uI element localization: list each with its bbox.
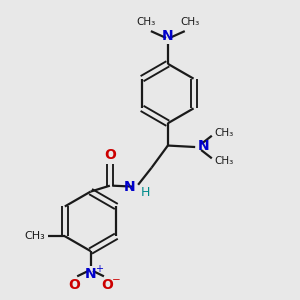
Text: O: O bbox=[101, 278, 113, 292]
Text: CH₃: CH₃ bbox=[215, 156, 234, 166]
Text: N: N bbox=[124, 180, 135, 194]
Text: CH₃: CH₃ bbox=[215, 128, 234, 138]
Text: O: O bbox=[104, 148, 116, 163]
Text: CH₃: CH₃ bbox=[181, 17, 200, 27]
Text: +: + bbox=[95, 264, 103, 274]
Text: N: N bbox=[162, 29, 174, 43]
Text: N: N bbox=[198, 139, 210, 153]
Text: N: N bbox=[85, 266, 96, 280]
Text: CH₃: CH₃ bbox=[24, 231, 45, 241]
Text: −: − bbox=[112, 275, 121, 285]
Text: CH₃: CH₃ bbox=[136, 17, 155, 27]
Text: O: O bbox=[68, 278, 80, 292]
Text: H: H bbox=[140, 186, 150, 199]
